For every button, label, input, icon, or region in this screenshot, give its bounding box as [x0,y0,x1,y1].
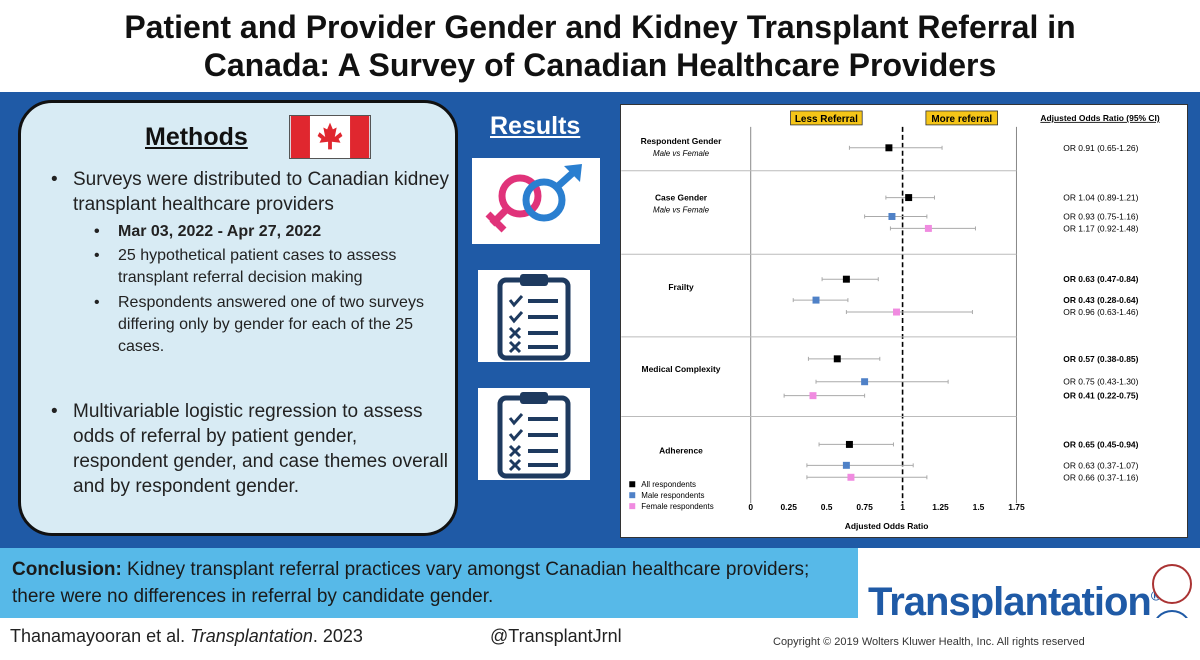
canada-flag-icon [289,115,371,159]
or-value-label: OR 0.65 (0.45-0.94) [1063,439,1138,449]
checklist-box-2 [478,388,590,480]
x-tick-label: 1 [900,502,905,512]
x-tick-label: 0.5 [821,502,833,512]
clipboard-checklist-icon [497,274,571,361]
title-line-1: Patient and Provider Gender and Kidney T… [124,9,1076,45]
more-referral-box [925,110,998,126]
legend-swatch [629,503,636,510]
or-value-label: OR 0.66 (0.37-1.16) [1063,472,1138,482]
twitter-handle[interactable]: @TransplantJrnl [490,626,622,646]
methods-sub-bullet-dates: • Mar 03, 2022 - Apr 27, 2022 [94,221,438,243]
legend-swatch [629,481,636,488]
odds-ratio-point [842,275,850,283]
odds-ratio-point [905,194,913,202]
or-value-label: OR 0.75 (0.43-1.30) [1063,377,1138,387]
legend-label: Female respondents [641,502,714,511]
x-tick-label: 0 [748,502,753,512]
or-value-label: OR 0.93 (0.75-1.16) [1063,211,1138,221]
legend-label: All respondents [641,480,696,489]
forest-plot: Less Referral More referral Adjusted Odds … [620,104,1188,538]
methods-bullet-1: • Surveys were distributed to Canadian k… [51,169,449,215]
or-value-label: OR 0.63 (0.37-1.07) [1063,460,1138,470]
society-seal-icon [1152,564,1192,604]
bullet-dot-icon: • [94,294,100,311]
or-value-label: OR 0.41 (0.22-0.75) [1063,391,1138,401]
legend-label: Male respondents [641,491,704,500]
or-value-label: OR 0.43 (0.28-0.64) [1063,295,1138,305]
group-sublabel: Male vs Female [653,206,710,215]
methods-bullet-2: • Multivariable logistic regression to a… [51,401,448,497]
odds-ratio-point [833,355,841,363]
footer: Thanamayooran et al. Transplantation. 20… [0,618,1200,660]
or-value-label: OR 1.04 (0.89-1.21) [1063,193,1138,203]
group-label: Adherence [659,445,703,455]
or-value-label: OR 0.57 (0.38-0.85) [1063,354,1138,364]
or-value-label: OR 0.91 (0.65-1.26) [1063,143,1138,153]
gender-symbols-icon [485,164,582,233]
odds-ratio-point [861,378,869,386]
odds-ratio-point [888,213,896,220]
conclusion-box: Conclusion: Kidney transplant referral p… [0,548,858,618]
bullet-dot-icon: • [94,247,100,264]
x-axis-label: Adjusted Odds Ratio [845,521,929,531]
methods-heading: Methods [145,123,248,151]
title-line-2: Canada: A Survey of Canadian Healthcare … [203,47,997,83]
odds-ratio-point [842,461,850,469]
poster-title: Patient and Provider Gender and Kidney T… [0,0,1200,92]
group-sublabel: Male vs Female [653,149,710,158]
methods-sub-bullet-surveys: • Respondents answered one of two survey… [94,294,424,355]
less-referral-label: Less Referral [795,114,858,125]
journal-logo: Transplantation® [868,580,1161,624]
bullet-dot-icon: • [94,223,100,240]
or-column-header: Adjusted Odds Ratio (95% CI) [1040,113,1159,123]
group-label: Respondent Gender [641,136,722,146]
x-tick-label: 1.75 [1008,502,1025,512]
odds-ratio-point [845,440,853,448]
x-tick-label: 1.5 [973,502,985,512]
methods-panel: Methods • Surveys were distributed to Ca… [18,100,458,536]
x-tick-label: 1.25 [932,502,949,512]
group-label: Case Gender [655,193,708,203]
legend-swatch [629,492,636,499]
x-tick-label: 0.25 [780,502,797,512]
gender-symbols-box [472,158,600,244]
conclusion-label: Conclusion: [12,559,122,580]
odds-ratio-point [809,392,817,400]
odds-ratio-point [812,296,820,304]
citation: Thanamayooran et al. Transplantation. 20… [10,626,363,646]
results-heading: Results [490,112,581,140]
or-value-label: OR 1.17 (0.92-1.48) [1063,223,1138,233]
or-value-label: OR 0.63 (0.47-0.84) [1063,274,1138,284]
odds-ratio-point [847,473,855,481]
odds-ratio-point [924,224,932,232]
methods-sub-bullet-cases: • 25 hypothetical patient cases to asses… [94,247,397,286]
bullet-dot-icon: • [51,169,58,190]
x-tick-label: 0.75 [856,502,873,512]
clipboard-checklist-icon [497,392,571,479]
odds-ratio-point [885,144,893,152]
group-label: Frailty [668,282,694,292]
less-referral-box [790,110,863,126]
checklist-box-1 [478,270,590,362]
group-label: Medical Complexity [642,364,721,374]
bullet-dot-icon: • [51,401,58,422]
more-referral-label: More referral [931,114,992,125]
or-value-label: OR 0.96 (0.63-1.46) [1063,307,1138,317]
odds-ratio-point [893,308,900,316]
copyright: Copyright © 2019 Wolters Kluwer Health, … [773,636,1085,648]
conclusion-text: Kidney transplant referral practices var… [12,559,810,607]
